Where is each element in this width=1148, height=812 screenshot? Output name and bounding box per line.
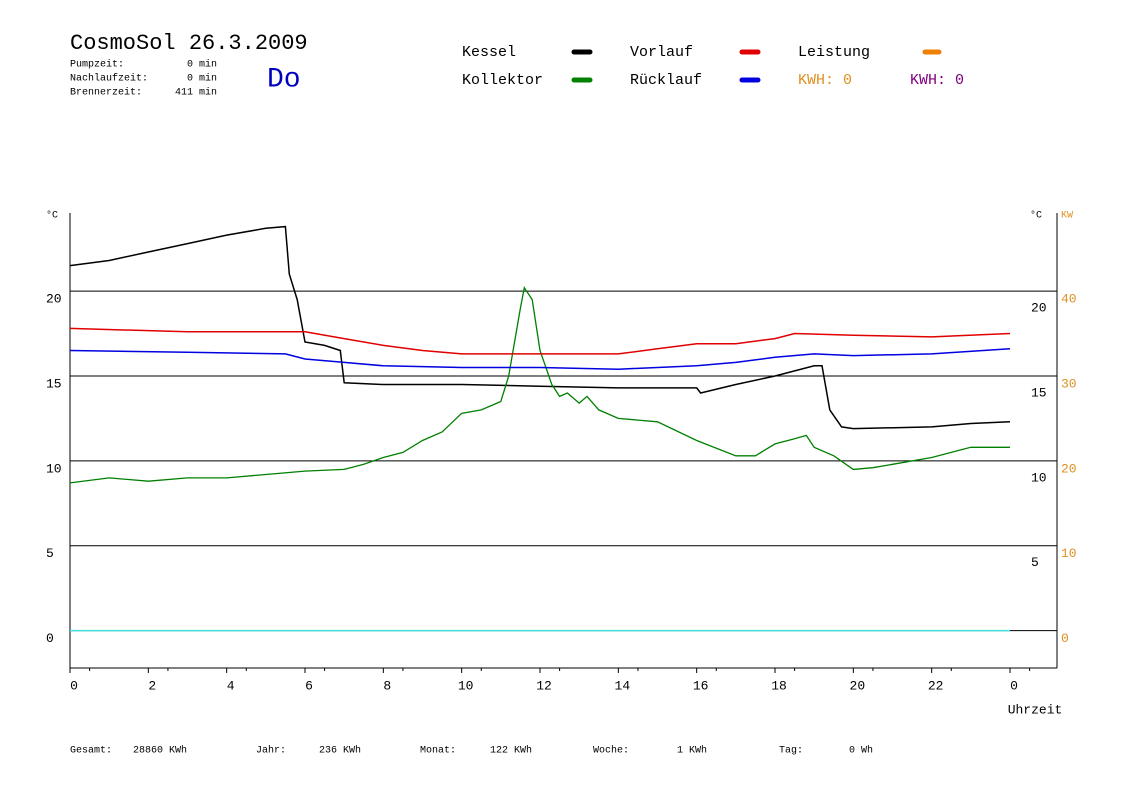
x-tick-label: 20 xyxy=(850,678,866,693)
legend-label: Kollektor xyxy=(462,72,543,89)
kwh-label: KWH: 0 xyxy=(798,72,852,89)
legend-label: Rücklauf xyxy=(630,72,702,89)
footer-value: 122 KWh xyxy=(490,745,532,757)
footer-value: 1 KWh xyxy=(677,745,707,757)
y-tick-label: 20 xyxy=(46,292,62,307)
x-tick-label: 6 xyxy=(305,678,313,693)
x-tick-label: 16 xyxy=(693,678,709,693)
x-label: Uhrzeit xyxy=(1008,702,1063,717)
y-right-unit: °C xyxy=(1030,210,1042,222)
y2-tick-label: 0 xyxy=(1061,631,1069,646)
footer-value: 236 KWh xyxy=(319,745,361,757)
x-tick-label: 0 xyxy=(1010,678,1018,693)
legend-label: Leistung xyxy=(798,44,870,61)
x-tick-label: 4 xyxy=(227,678,235,693)
stat-label: Pumpzeit: xyxy=(70,59,124,71)
y2-tick-label: 30 xyxy=(1061,376,1077,391)
stat-value: 0 min xyxy=(187,59,217,71)
x-tick-label: 18 xyxy=(771,678,787,693)
footer-value: 0 Wh xyxy=(849,745,873,757)
kwh-label: KWH: 0 xyxy=(910,72,964,89)
legend-label: Vorlauf xyxy=(630,44,693,61)
x-tick-label: 2 xyxy=(148,678,156,693)
y2-tick-label: 40 xyxy=(1061,292,1077,307)
series-line xyxy=(69,327,1011,355)
y-tick-label: 10 xyxy=(46,461,62,476)
footer-label: Gesamt: xyxy=(70,746,112,757)
series-line xyxy=(69,286,1010,484)
y2-unit: KW xyxy=(1061,211,1073,222)
y-right-tick-label: 5 xyxy=(1031,555,1039,570)
stat-value: 0 min xyxy=(187,73,217,85)
y-right-tick-label: 15 xyxy=(1031,385,1047,400)
y2-tick-label: 10 xyxy=(1061,546,1077,561)
y-right-tick-label: 20 xyxy=(1031,301,1047,316)
x-tick-label: 0 xyxy=(70,678,78,693)
y-unit: °C xyxy=(46,210,58,222)
stat-value: 411 min xyxy=(175,87,217,99)
footer-label: Woche: xyxy=(593,745,629,757)
y2-tick-label: 20 xyxy=(1061,461,1077,476)
footer-value: 28860 KWh xyxy=(133,745,187,757)
day: Do xyxy=(267,64,301,95)
x-tick-label: 22 xyxy=(928,678,944,693)
y-tick-label: 15 xyxy=(46,376,62,391)
series-line xyxy=(69,348,1011,370)
x-tick-label: 10 xyxy=(458,678,474,693)
stat-label: Brennerzeit: xyxy=(70,87,142,99)
footer-label: Tag: xyxy=(779,746,803,757)
footer-label: Monat: xyxy=(420,746,456,757)
x-tick-label: 8 xyxy=(383,678,391,693)
stat-label: Nachlaufzeit: xyxy=(70,73,148,85)
series-line xyxy=(69,225,1011,430)
footer-label: Jahr: xyxy=(256,745,286,757)
x-tick-label: 12 xyxy=(536,678,552,693)
legend-label: Kessel xyxy=(462,44,516,61)
y-tick-label: 5 xyxy=(46,546,54,561)
x-tick-label: 14 xyxy=(615,678,631,693)
title: CosmoSol 26.3.2009 xyxy=(70,31,308,56)
y-right-tick-label: 10 xyxy=(1031,470,1047,485)
y-tick-label: 0 xyxy=(46,631,54,646)
